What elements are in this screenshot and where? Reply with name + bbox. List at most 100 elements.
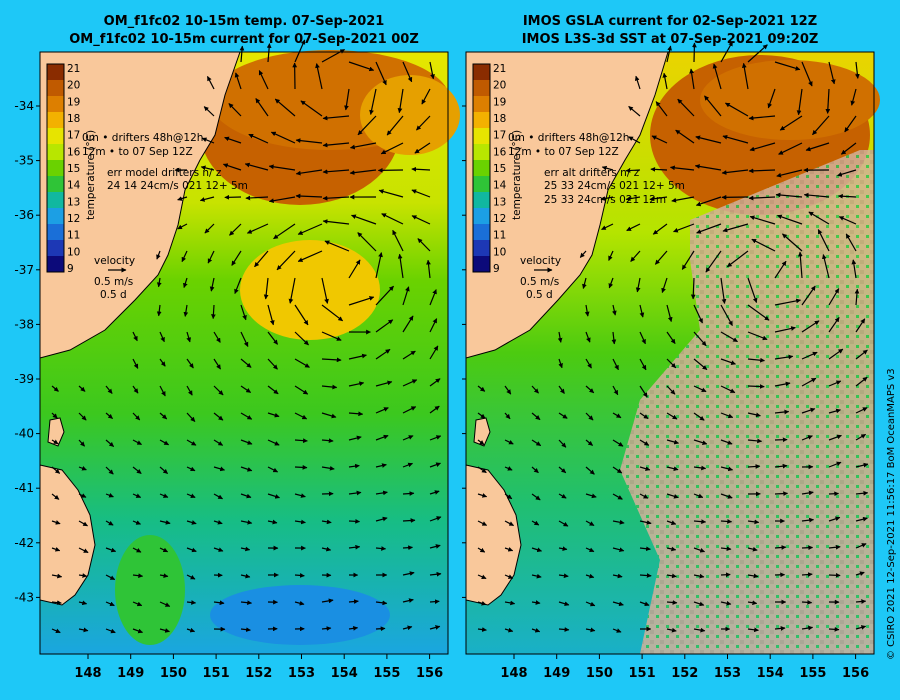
current-vector-arrow bbox=[375, 434, 389, 441]
current-vector-arrow bbox=[105, 520, 114, 526]
colorbar-swatch bbox=[47, 144, 64, 161]
current-vector-arrow bbox=[348, 259, 361, 279]
current-vector-arrow bbox=[801, 407, 816, 414]
current-vector-arrow bbox=[51, 385, 59, 392]
current-vector-arrow bbox=[402, 462, 413, 468]
current-vector-arrow bbox=[720, 600, 732, 606]
current-vector-arrow bbox=[639, 573, 652, 578]
colorbar-swatch bbox=[473, 144, 490, 161]
current-vector-arrow bbox=[504, 574, 514, 579]
current-vector-arrow bbox=[322, 142, 350, 148]
current-vector-arrow bbox=[348, 411, 364, 417]
left-panel-title-2: OM_f1fc02 10-15m current for 07-Sep-2021… bbox=[69, 32, 419, 47]
current-vector-arrow bbox=[531, 573, 542, 579]
current-vector-arrow bbox=[828, 544, 841, 550]
lat-tick-label: -37 bbox=[14, 263, 34, 277]
lat-tick-label: -35 bbox=[14, 154, 34, 168]
current-vector-arrow bbox=[639, 412, 649, 420]
current-vector-arrow bbox=[726, 250, 749, 268]
current-vector-arrow bbox=[321, 546, 332, 552]
current-vector-arrow bbox=[747, 519, 760, 525]
current-vector-arrow bbox=[207, 250, 215, 264]
current-vector-arrow bbox=[78, 547, 89, 554]
current-vector-arrow bbox=[828, 61, 836, 85]
current-vector-arrow bbox=[211, 304, 216, 320]
current-vector-arrow bbox=[725, 102, 749, 117]
current-vector-arrow bbox=[294, 519, 306, 525]
lon-tick-label: 150 bbox=[160, 666, 187, 681]
current-vector-arrow bbox=[558, 466, 567, 474]
current-vector-arrow bbox=[817, 229, 830, 252]
current-vector-arrow bbox=[693, 412, 705, 421]
current-vector-arrow bbox=[828, 516, 841, 522]
current-vector-arrow bbox=[850, 88, 857, 106]
current-vector-arrow bbox=[183, 304, 189, 317]
colorbar-swatch bbox=[47, 112, 64, 129]
current-vector-arrow bbox=[295, 138, 323, 144]
current-vector-arrow bbox=[51, 547, 61, 552]
current-vector-arrow bbox=[477, 600, 487, 606]
current-vector-arrow bbox=[662, 72, 668, 90]
current-vector-arrow bbox=[105, 493, 114, 498]
current-vector-arrow bbox=[322, 219, 350, 225]
current-vector-arrow bbox=[213, 439, 224, 446]
current-vector-arrow bbox=[267, 304, 275, 326]
current-vector-arrow bbox=[801, 545, 814, 551]
current-vector-arrow bbox=[801, 351, 818, 360]
current-vector-arrow bbox=[258, 70, 269, 90]
left-colorbar-label: temperature (°C) bbox=[85, 130, 97, 220]
left-eddy-core bbox=[240, 240, 380, 340]
current-vector-arrow bbox=[504, 385, 512, 395]
current-vector-arrow bbox=[294, 573, 305, 578]
current-vector-arrow bbox=[429, 490, 440, 495]
current-vector-arrow bbox=[741, 62, 749, 90]
current-vector-arrow bbox=[321, 277, 329, 304]
current-vector-arrow bbox=[255, 98, 269, 117]
current-vector-arrow bbox=[267, 385, 279, 395]
current-vector-arrow bbox=[78, 412, 87, 421]
current-vector-arrow bbox=[267, 412, 280, 418]
current-vector-arrow bbox=[477, 627, 487, 632]
current-vector-arrow bbox=[704, 95, 722, 117]
current-vector-arrow bbox=[666, 573, 677, 579]
current-vector-arrow bbox=[690, 277, 696, 300]
lat-tick-label: -40 bbox=[14, 427, 34, 441]
right-axes: 148 149 150 151 152 153 154 155 156 bbox=[462, 105, 869, 681]
colorbar-swatch bbox=[47, 160, 64, 177]
colorbar-tick-label: 20 bbox=[67, 80, 80, 92]
current-vector-arrow bbox=[186, 627, 196, 633]
current-vector-arrow bbox=[840, 142, 857, 155]
current-vector-arrow bbox=[585, 358, 592, 369]
current-vector-arrow bbox=[666, 627, 677, 633]
colorbar-swatch bbox=[47, 256, 64, 273]
current-vector-arrow bbox=[159, 573, 169, 578]
current-vector-arrow bbox=[531, 412, 541, 421]
current-vector-arrow bbox=[666, 466, 679, 472]
colorbar-swatch bbox=[473, 240, 490, 257]
colorbar-tick-label: 13 bbox=[493, 196, 506, 208]
current-vector-arrow bbox=[263, 277, 269, 300]
current-vector-arrow bbox=[51, 466, 61, 474]
current-vector-arrow bbox=[186, 520, 197, 525]
current-vector-arrow bbox=[639, 520, 652, 525]
current-vector-arrow bbox=[774, 61, 801, 71]
current-vector-arrow bbox=[747, 277, 758, 304]
current-vector-arrow bbox=[51, 439, 59, 445]
colorbar-tick-label: 15 bbox=[67, 163, 80, 175]
current-vector-arrow bbox=[720, 277, 727, 304]
current-vector-arrow bbox=[213, 547, 224, 552]
copyright-credit: © CSIRO 2021 12-Sep-2021 11:56:17 BoM Oc… bbox=[886, 368, 897, 660]
current-vector-arrow bbox=[348, 463, 360, 469]
current-vector-arrow bbox=[695, 196, 722, 207]
current-vector-arrow bbox=[375, 319, 394, 333]
current-vector-arrow bbox=[321, 48, 345, 63]
current-vector-arrow bbox=[855, 599, 867, 604]
current-vector-arrow bbox=[854, 61, 860, 79]
current-vector-arrow bbox=[747, 331, 768, 341]
colorbar-swatch bbox=[473, 80, 490, 97]
current-vector-arrow bbox=[402, 61, 413, 83]
current-vector-arrow bbox=[666, 412, 678, 420]
current-vector-arrow bbox=[801, 625, 814, 631]
current-vector-arrow bbox=[585, 466, 595, 475]
current-vector-arrow bbox=[239, 45, 245, 63]
